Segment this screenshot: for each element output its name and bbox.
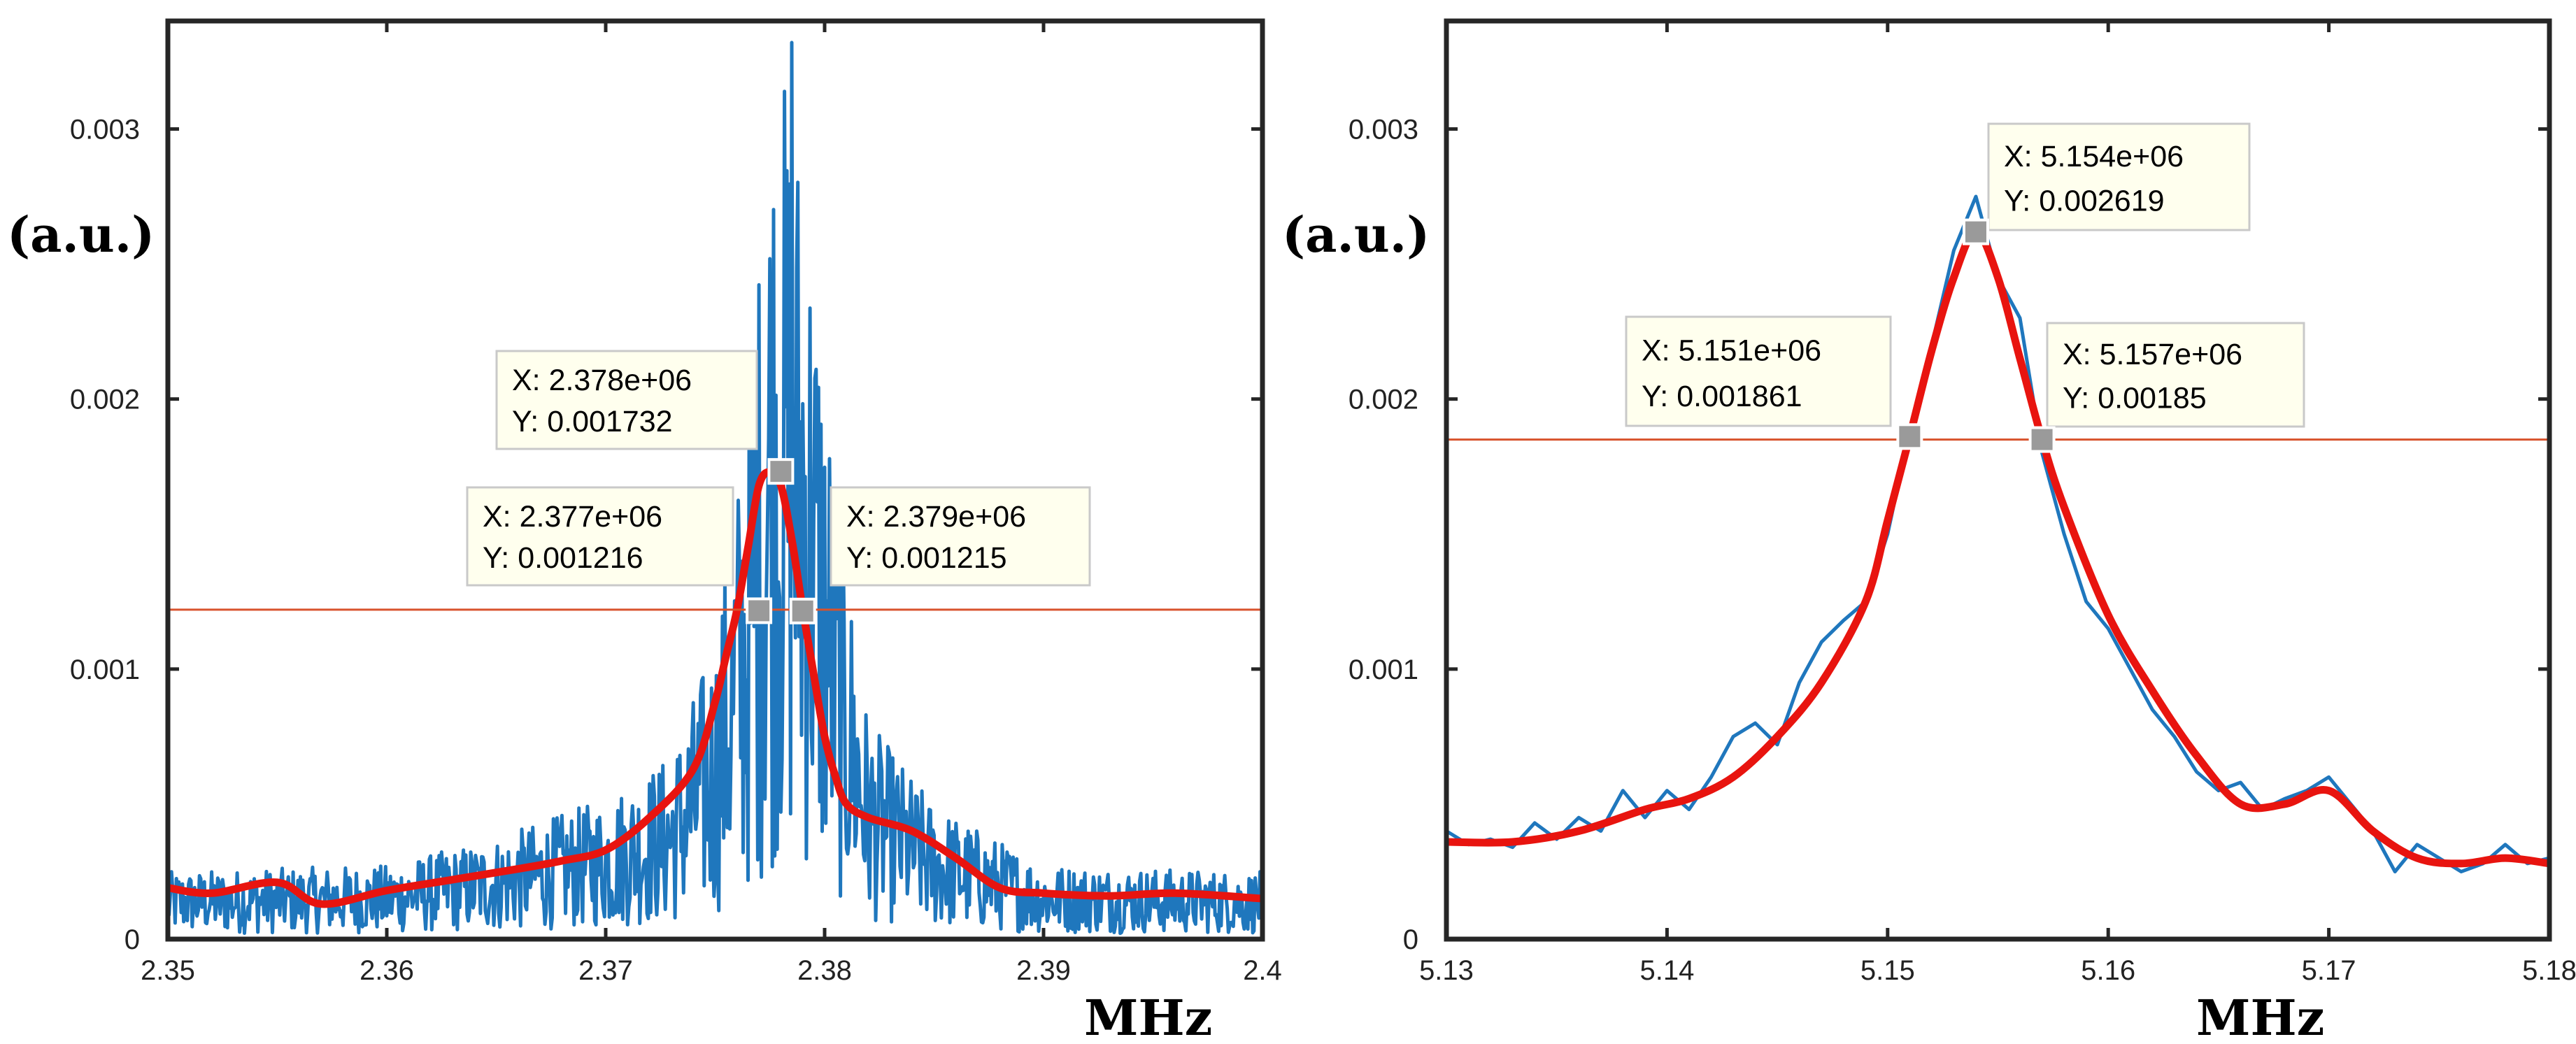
left-chart-panel: 2.35 2.36 2.37 2.38 2.39 2.4 0 0.001 0.002 0.003 (…	[7, 18, 1282, 1044]
x-tick-label: 5.17	[2302, 955, 2356, 986]
datatip-y-text: Y: 0.001861	[1642, 380, 1802, 413]
x-axis-label: MHz	[2196, 989, 2324, 1044]
x-tick-label: 2.39	[1016, 955, 1071, 986]
y-axis-label: (a.u.)	[1282, 206, 1430, 264]
datatip-box	[1625, 315, 1892, 427]
x-axis-label: MHz	[1084, 989, 1212, 1044]
datatip-box	[466, 486, 734, 587]
x-tick-label: 5.15	[1860, 955, 1915, 986]
datatip-marker	[2028, 426, 2056, 453]
x-tick-label: 2.35	[141, 955, 195, 986]
datatip-y-text: Y: 0.002619	[2004, 185, 2165, 218]
x-tick-label: 5.16	[2081, 955, 2135, 986]
datatip-marker	[1896, 423, 1923, 450]
y-tick-label: 0.002	[70, 385, 140, 415]
y-tick-label: 0	[1403, 924, 1418, 955]
datatip-x-text: X: 5.154e+06	[2004, 140, 2184, 173]
datatip-y-text: Y: 0.001216	[483, 541, 643, 575]
datatip: X: 2.378e+06 Y: 0.001732	[495, 350, 795, 485]
datatip-x-text: X: 2.378e+06	[512, 364, 692, 397]
x-tick-label: 2.4	[1243, 955, 1282, 986]
datatip-box	[495, 350, 758, 450]
y-tick-label: 0	[124, 924, 140, 955]
plot-content	[168, 41, 1262, 936]
x-tick-label: 2.36	[360, 955, 414, 986]
datatip: X: 2.379e+06 Y: 0.001215	[789, 486, 1091, 624]
datatip-box	[830, 486, 1091, 587]
datatip: X: 5.157e+06 Y: 0.00185	[2028, 322, 2305, 453]
datatip-marker	[767, 458, 795, 485]
plot-content	[1446, 194, 2549, 873]
x-tick-label: 5.13	[1419, 955, 1474, 986]
smoothed-series-line	[168, 468, 1262, 908]
datatip-x-text: X: 5.151e+06	[1642, 334, 1821, 367]
y-tick-label: 0.003	[70, 114, 140, 145]
datatip-marker	[746, 597, 773, 624]
y-tick-label: 0.001	[70, 655, 140, 685]
datatip: X: 2.377e+06 Y: 0.001216	[466, 486, 773, 624]
datatip-x-text: X: 5.157e+06	[2063, 338, 2242, 371]
datatip-x-text: X: 2.377e+06	[483, 500, 662, 534]
datatip-box	[1987, 122, 2251, 231]
datatip-y-text: Y: 0.00185	[2063, 381, 2207, 415]
x-tick-label: 2.37	[578, 955, 633, 986]
datatip-marker	[789, 597, 816, 624]
datatip-marker	[1962, 218, 1989, 245]
datatip: X: 5.154e+06 Y: 0.002619	[1962, 122, 2251, 245]
y-tick-label: 0.002	[1349, 385, 1418, 415]
y-tick-label: 0.003	[1349, 114, 1418, 145]
datatip-box	[2046, 322, 2305, 428]
datatip: X: 5.151e+06 Y: 0.001861	[1625, 315, 1923, 450]
axes-box	[165, 18, 1265, 942]
smoothed-series-line	[1446, 227, 2549, 868]
datatip-y-text: Y: 0.001732	[512, 405, 673, 438]
x-tick-label: 5.18	[2522, 955, 2576, 986]
right-chart-panel: 5.13 5.14 5.15 5.16 5.17 5.18 0 0.001 0.002 0.003…	[1282, 18, 2576, 1044]
x-tick-label: 2.38	[797, 955, 852, 986]
datatip-x-text: X: 2.379e+06	[846, 500, 1026, 534]
x-tick-label: 5.14	[1639, 955, 1694, 986]
axes-box	[1444, 18, 2552, 942]
y-axis-label: (a.u.)	[7, 206, 155, 264]
y-tick-label: 0.001	[1349, 655, 1418, 685]
datatip-y-text: Y: 0.001215	[846, 541, 1007, 575]
